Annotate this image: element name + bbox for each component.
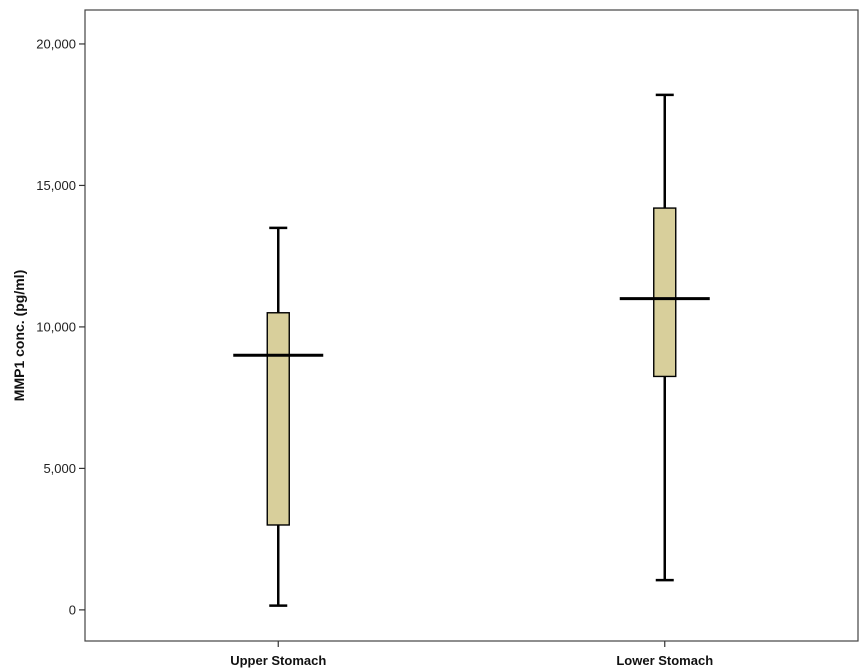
iqr-box bbox=[266, 312, 290, 526]
y-tick-label: 20,000 bbox=[36, 36, 76, 51]
box-lower-stomach bbox=[619, 93, 710, 582]
y-axis: 0 5,000 10,000 15,000 20,000 bbox=[36, 36, 85, 617]
plot-frame bbox=[84, 9, 859, 642]
boxes-group bbox=[233, 93, 710, 607]
x-axis: Upper Stomach Lower Stomach bbox=[230, 641, 713, 668]
y-tick-label: 5,000 bbox=[43, 461, 76, 476]
x-tick-label: Lower Stomach bbox=[616, 653, 713, 668]
y-tick-label: 10,000 bbox=[36, 319, 76, 334]
box-upper-stomach bbox=[233, 226, 324, 607]
y-tick-label: 15,000 bbox=[36, 178, 76, 193]
iqr-box bbox=[653, 207, 677, 378]
y-axis-title: MMP1 conc. (pg/ml) bbox=[11, 270, 27, 401]
x-tick-label: Upper Stomach bbox=[230, 653, 326, 668]
y-tick-label: 0 bbox=[69, 602, 76, 617]
